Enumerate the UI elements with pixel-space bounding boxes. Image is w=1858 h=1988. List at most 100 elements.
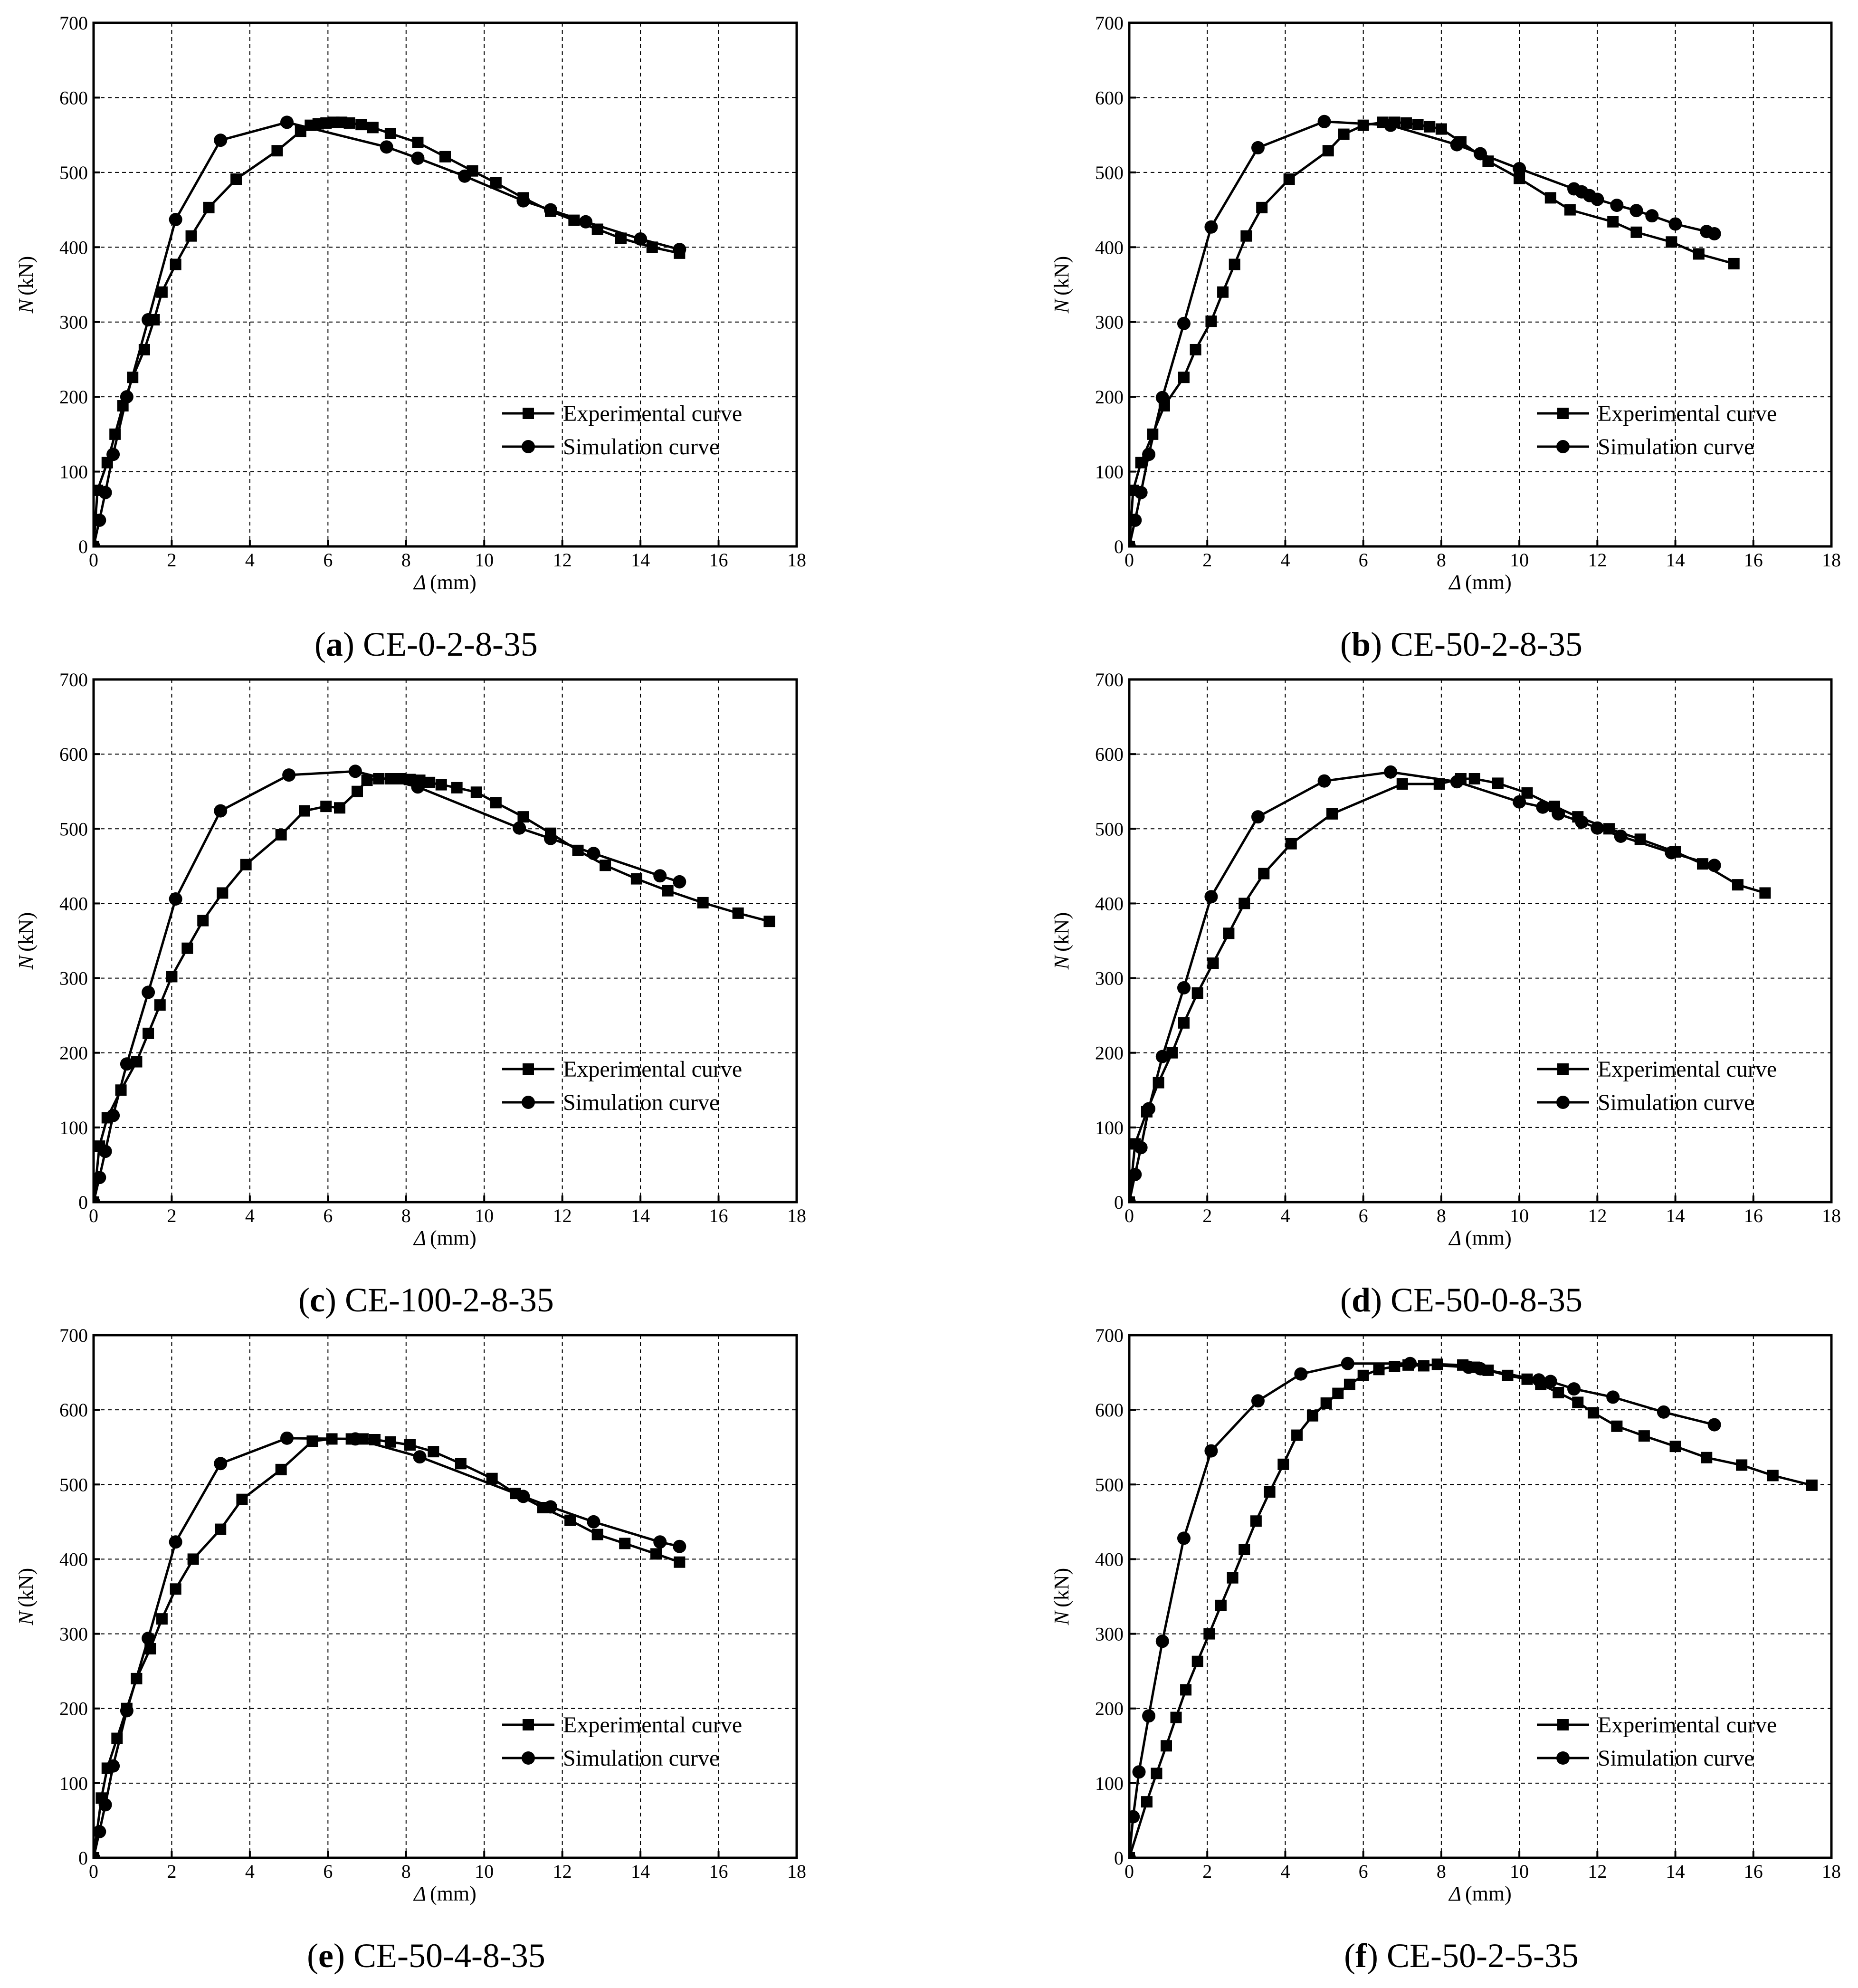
experimental-point [1178,372,1190,383]
experimental-point [230,173,242,185]
simulation-point [1474,1362,1487,1376]
simulation-point [142,313,155,326]
experimental-point [1468,773,1480,784]
simulation-point [348,765,362,778]
x-tick-label: 10 [475,549,494,571]
experimental-point [404,1439,416,1451]
y-axis-title: N (kN) [14,1568,38,1625]
y-tick-label: 600 [59,87,88,108]
experimental-point [650,1548,662,1560]
simulation-point [579,215,592,229]
chart-panel-f: 0 2 4 6 8 10 12 14 16 18 0 100 200 300 400 500 600 700 Δ (m… [1050,1325,1841,1975]
x-axis-unit: (mm) [430,1882,476,1905]
x-tick-label: 16 [709,1205,728,1226]
y-tick-label: 300 [59,1624,88,1645]
y-tick-label: 200 [59,386,88,408]
plot-frame [1128,1334,1833,1859]
experimental-point [187,1553,199,1565]
y-axis-title: N (kN) [1050,912,1073,970]
x-axis-unit: (mm) [1465,571,1512,594]
legend-experimental-label: Experimental curve [563,1712,742,1738]
simulation-point [94,1195,100,1202]
panel-caption: (a) CE-0-2-8-35 [314,625,538,663]
experimental-point [1544,192,1556,204]
x-tick-label: 10 [475,1861,494,1882]
y-tick-label: 600 [59,744,88,765]
chart-panel-a: 0 2 4 6 8 10 12 14 16 18 0 100 200 300 400 500 600 700 Δ (m… [14,12,806,663]
y-tick-label: 100 [1095,1117,1124,1138]
y-axis-unit: (kN) [14,912,38,952]
simulation-point [214,1457,228,1471]
simulation-point [1665,846,1678,860]
y-tick-label: 700 [59,669,88,690]
simulation-point [1129,1810,1140,1824]
legend: Experimental curve Simulation curve [502,1057,742,1115]
y-tick-label: 500 [1095,1474,1124,1495]
simulation-point [1629,204,1643,218]
y-tick-label: 200 [59,1698,88,1720]
simulation-point [280,1431,294,1445]
simulation-point [1129,1851,1136,1858]
y-axis-symbol: N [1050,298,1073,314]
legend-simulation-label: Simulation curve [563,1746,719,1771]
x-tick-label: 16 [709,549,728,571]
experimental-point [1161,1740,1172,1752]
y-tick-label: 100 [59,461,88,483]
x-tick-label: 10 [1510,1205,1529,1226]
caption-letter: d [1352,1281,1371,1319]
experimental-point [1229,258,1240,270]
simulation-series [1129,765,1721,1202]
legend: Experimental curve Simulation curve [1537,1057,1777,1115]
legend: Experimental curve Simulation curve [1537,1712,1777,1771]
experimental-point [732,907,744,919]
x-axis-symbol: Δ [413,571,426,594]
experimental-point [352,785,363,797]
y-tick-label: 0 [78,536,88,557]
y-tick-label: 500 [1095,162,1124,183]
x-tick-label: 4 [1280,1205,1290,1226]
simulation-point [98,1145,112,1158]
x-tick-label: 6 [323,1205,333,1226]
simulation-point [1645,209,1659,223]
panel-caption: (b) CE-50-2-8-35 [1340,625,1582,663]
experimental-line [1129,777,1766,1202]
experimental-line [94,1437,680,1858]
x-tick-label: 4 [245,549,255,571]
simulation-point [120,1057,133,1071]
plot-frame [1128,21,1833,548]
simulation-point [169,213,182,227]
x-tick-label: 12 [1588,1205,1607,1226]
simulation-point [513,821,526,835]
simulation-point [1450,775,1464,789]
y-tick-label: 600 [59,1399,88,1421]
experimental-point [424,776,436,788]
x-tick-label: 18 [787,1205,806,1226]
caption-open-paren: ( [298,1281,310,1319]
simulation-line [94,1437,680,1858]
legend-simulation-label: Simulation curve [1598,434,1754,459]
x-tick-label: 12 [1588,549,1607,571]
simulation-point [544,832,557,845]
experimental-point [1141,1796,1153,1808]
experimental-point [517,811,529,823]
chart-panel-d: 0 2 4 6 8 10 12 14 16 18 0 100 200 300 400 500 600 700 Δ (m… [1050,669,1841,1319]
x-tick-label: 2 [167,1861,176,1882]
experimental-point [1227,1572,1239,1584]
x-axis-unit: (mm) [1465,1226,1512,1250]
experimental-point [619,1538,631,1549]
y-tick-label: 300 [59,312,88,333]
legend-circle-marker [522,1751,535,1765]
simulation-point [1204,890,1218,904]
y-axis-symbol: N [1050,954,1073,970]
experimental-point [181,942,193,954]
y-axis-unit: (kN) [1050,912,1073,952]
x-tick-label: 14 [631,1861,650,1882]
plot-frame [92,678,798,1204]
simulation-point [214,804,228,818]
simulation-point [411,780,425,794]
legend-circle-marker [1556,440,1570,453]
chart-panel-b: 0 2 4 6 8 10 12 14 16 18 0 100 200 300 400 500 600 700 Δ (m… [1050,12,1841,663]
y-tick-label: 0 [78,1192,88,1213]
y-tick-label: 300 [59,968,88,989]
experimental-point [1332,1387,1344,1399]
